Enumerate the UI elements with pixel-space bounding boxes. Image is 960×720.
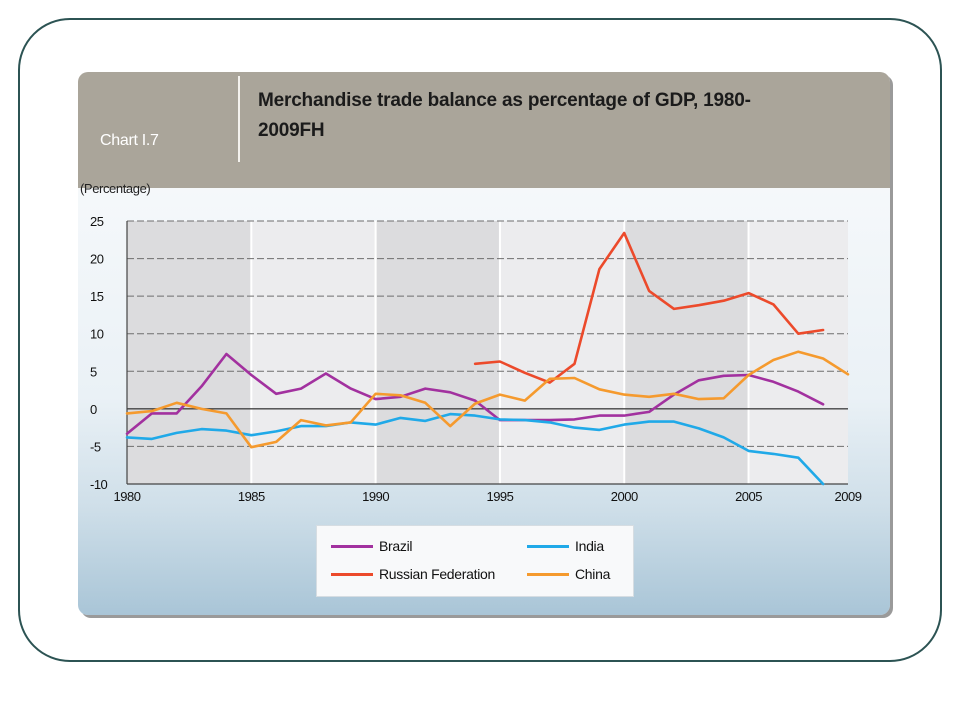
legend-swatch-india	[527, 544, 569, 548]
header-divider	[238, 76, 240, 162]
chart-title: Merchandise trade balance as percentage …	[258, 90, 751, 141]
x-tick-label: 2009	[835, 489, 862, 504]
chart-panel: Chart I.7 Merchandise trade balance as p…	[78, 72, 890, 615]
y-tick-label: -5	[90, 439, 101, 454]
legend-label-india: India	[575, 538, 604, 554]
x-tick-label: 2000	[611, 489, 638, 504]
legend-swatch-brazil	[331, 544, 373, 548]
y-tick-label: 5	[90, 364, 97, 379]
y-tick-label: 20	[90, 252, 104, 267]
line-chart: 25 20 15 10 5 0 -5 -10 1980 1985 1990 1995 2000 2005 2…	[80, 181, 862, 504]
x-tick-label: 1980	[114, 489, 141, 504]
legend-swatch-china	[527, 572, 569, 576]
series-line-india	[125, 412, 825, 486]
plot-band	[624, 221, 749, 484]
y-tick-label: -10	[90, 477, 108, 492]
plot-band	[127, 221, 252, 484]
plot-band	[251, 221, 376, 484]
legend-item-china: China	[527, 564, 610, 584]
legend-item-india: India	[527, 536, 604, 556]
chart-number: Chart I.7	[100, 132, 159, 149]
plot-background	[127, 221, 848, 484]
x-tick-label: 1995	[486, 489, 513, 504]
series-line-china	[125, 350, 850, 449]
series-line-russian-federation	[473, 231, 825, 384]
y-tick-label: 10	[90, 327, 104, 342]
x-tick-label: 1990	[362, 489, 389, 504]
legend: Brazil India Russian Federation China	[316, 525, 634, 597]
tick-labels: 25 20 15 10 5 0 -5 -10 1980 1985 1990 1995 2000 2005 2…	[90, 214, 862, 504]
legend-swatch-russian-federation	[331, 572, 373, 576]
series-line-brazil	[125, 352, 825, 436]
chart-header: Chart I.7 Merchandise trade balance as p…	[78, 72, 890, 188]
x-tick-label: 2005	[735, 489, 762, 504]
legend-item-brazil: Brazil	[331, 536, 413, 556]
y-tick-label: 0	[90, 402, 97, 417]
legend-item-russian-federation: Russian Federation	[331, 564, 495, 584]
y-tick-label: 25	[90, 214, 104, 229]
plot-band	[375, 221, 500, 484]
legend-label-brazil: Brazil	[379, 538, 413, 554]
y-tick-label: 15	[90, 289, 104, 304]
legend-label-russian-federation: Russian Federation	[379, 566, 495, 582]
x-tick-label: 1985	[238, 489, 265, 504]
y-axis-unit-label: (Percentage)	[80, 181, 150, 196]
legend-label-china: China	[575, 566, 611, 582]
series-lines	[125, 231, 850, 486]
gridlines	[127, 220, 848, 484]
